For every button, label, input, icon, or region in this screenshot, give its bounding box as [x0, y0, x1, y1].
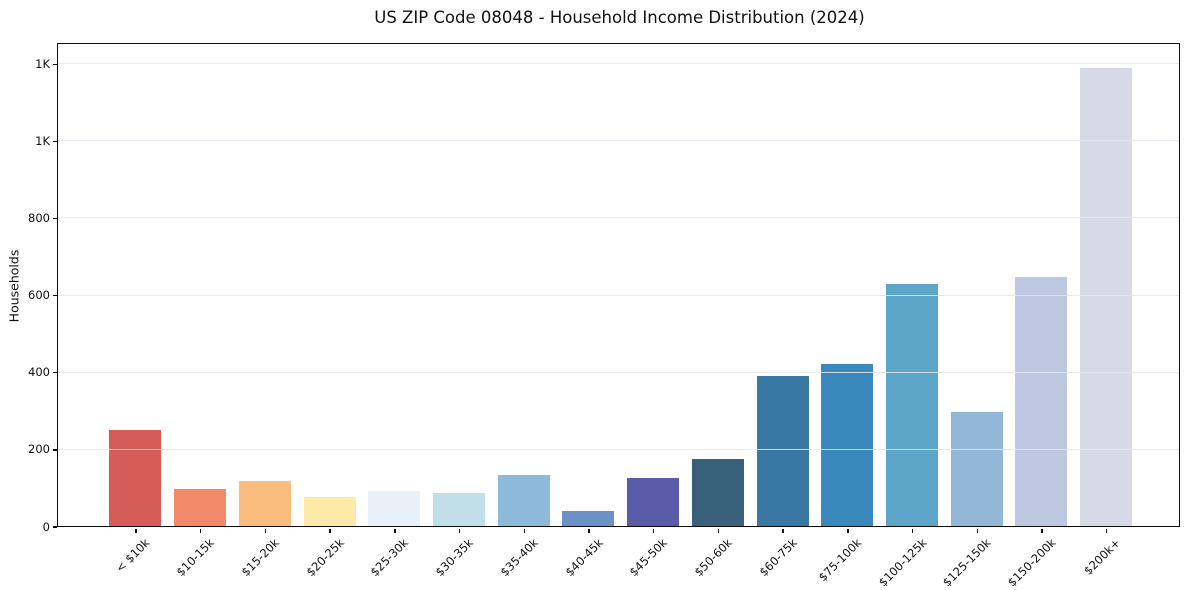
x-tick-mark	[1106, 528, 1108, 534]
y-tick-mark	[52, 449, 57, 451]
x-tick-label: $45-50k	[626, 535, 671, 580]
plot-area	[57, 43, 1181, 528]
gridline	[58, 294, 1180, 296]
y-tick-mark	[52, 63, 57, 65]
gridline	[58, 448, 1180, 450]
bar	[432, 493, 485, 527]
x-tick-mark	[329, 528, 331, 534]
chart-title: US ZIP Code 08048 - Household Income Dis…	[374, 8, 865, 27]
x-tick-label: $30-35k	[432, 535, 477, 580]
y-tick-mark	[52, 526, 57, 528]
x-tick-label: $20-25k	[303, 535, 347, 580]
bar	[1015, 276, 1068, 527]
x-tick-label: < $10k	[112, 535, 153, 576]
y-axis-label: Households	[6, 249, 22, 323]
x-tick-mark	[1041, 528, 1043, 534]
bar	[691, 459, 744, 527]
x-tick-mark	[200, 528, 202, 534]
gridline	[58, 371, 1180, 373]
gridline	[58, 63, 1180, 65]
x-tick-mark	[782, 528, 784, 534]
y-tick-label: 400	[28, 365, 50, 380]
x-tick-label: $40-45k	[562, 535, 606, 580]
x-tick-mark	[264, 528, 267, 534]
y-tick-label: 1K	[35, 56, 50, 71]
x-tick-mark	[717, 528, 720, 534]
x-tick-label: $125-150k	[940, 535, 994, 590]
x-tick-label: $10-15k	[173, 535, 218, 580]
x-tick-mark	[394, 528, 396, 534]
x-tick-label: $60-75k	[756, 535, 800, 580]
gridline	[58, 140, 1180, 142]
y-tick-label: 1K	[35, 133, 50, 148]
x-tick-mark	[458, 528, 461, 534]
x-tick-mark	[976, 528, 978, 534]
bar	[562, 510, 615, 527]
bar	[238, 481, 291, 527]
y-tick-mark	[52, 140, 57, 143]
x-tick-label: $150-200k	[1004, 535, 1059, 590]
x-tick-label: $25-30k	[367, 535, 412, 580]
bar	[368, 490, 421, 527]
gridline	[58, 217, 1180, 219]
y-tick-mark	[52, 294, 57, 297]
x-tick-label: $50-60k	[691, 535, 735, 580]
x-tick-label: $75-100k	[815, 535, 865, 585]
bar	[627, 477, 680, 527]
bar	[821, 364, 874, 527]
bar	[1080, 67, 1133, 527]
bar	[756, 376, 809, 527]
bar	[950, 411, 1003, 527]
y-tick-label: 200	[28, 442, 50, 457]
bar	[174, 489, 227, 527]
y-tick-label: 600	[28, 288, 50, 303]
x-tick-mark	[653, 528, 655, 534]
bar	[497, 475, 550, 527]
x-tick-mark	[911, 528, 914, 534]
x-tick-mark	[523, 528, 525, 534]
y-tick-mark	[52, 372, 57, 374]
bar	[885, 284, 938, 527]
y-tick-label: 0	[42, 519, 50, 534]
x-tick-mark	[588, 528, 590, 534]
y-tick-mark	[52, 217, 57, 220]
x-tick-label: $100-125k	[875, 535, 930, 590]
bar	[109, 430, 162, 527]
x-tick-mark	[135, 528, 137, 534]
x-tick-mark	[847, 528, 849, 534]
x-tick-label: $35-40k	[497, 535, 541, 580]
bar	[303, 496, 356, 527]
y-tick-label: 800	[28, 211, 50, 226]
x-tick-label: $15-20k	[238, 535, 282, 580]
x-tick-label: $200k+	[1081, 535, 1124, 578]
